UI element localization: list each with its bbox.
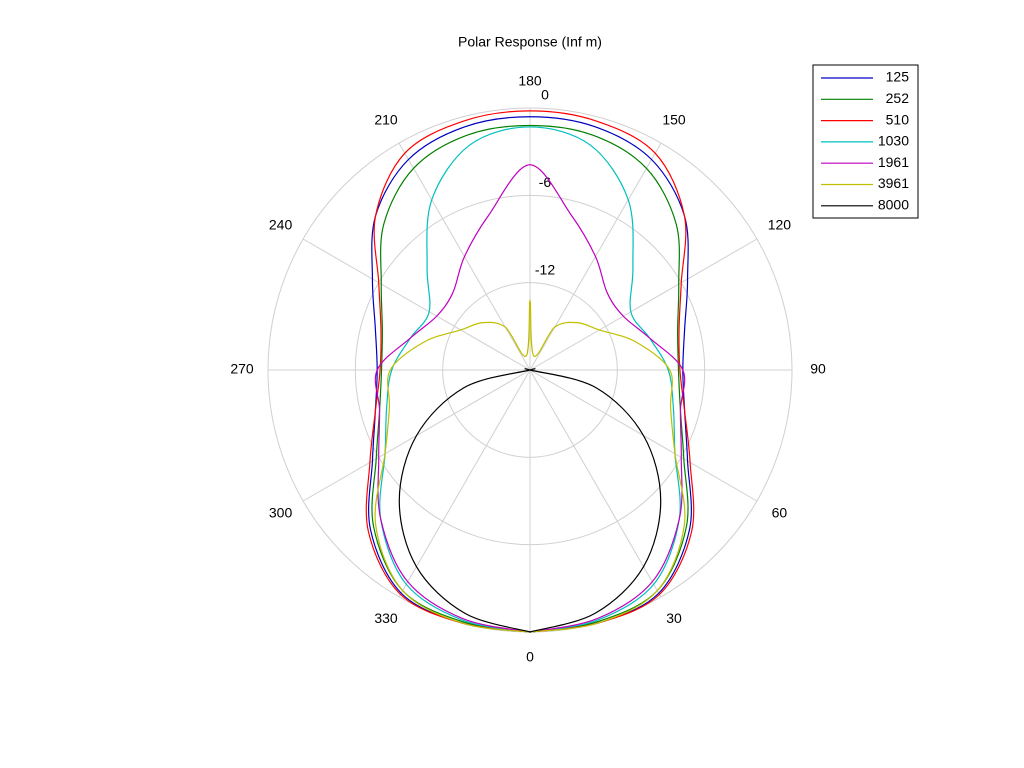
series-line (374, 299, 686, 633)
grid-spoke (398, 369, 531, 598)
theta-tick-label: 240 (269, 217, 293, 233)
theta-tick-label: 210 (374, 111, 398, 127)
grid-spoke (529, 238, 758, 371)
theta-tick-label: 300 (269, 505, 293, 521)
chart-title: Polar Response (Inf m) (458, 34, 602, 50)
theta-tick-label: 330 (374, 610, 398, 626)
r-tick-label: -12 (535, 261, 555, 277)
series-line (365, 110, 695, 633)
theta-tick-label: 60 (772, 505, 788, 521)
legend-label: 1030 (878, 133, 909, 149)
theta-tick-label: 270 (230, 361, 254, 377)
r-tick-label: -6 (539, 174, 552, 190)
grid-spoke (302, 238, 531, 371)
series-line (371, 124, 689, 633)
theta-tick-label: 180 (518, 73, 542, 89)
theta-tick-label: 0 (526, 649, 534, 665)
series-line (374, 164, 686, 633)
theta-tick-label: 90 (810, 361, 826, 377)
grid-spoke (529, 369, 662, 598)
legend-label: 125 (886, 69, 910, 85)
legend-label: 510 (886, 111, 910, 127)
legend-label: 3961 (878, 175, 909, 191)
theta-tick-label: 30 (666, 610, 682, 626)
series-line (398, 368, 662, 633)
legend-label: 252 (886, 90, 910, 106)
theta-tick-label: 150 (662, 111, 686, 127)
theta-tick-label: 120 (768, 217, 792, 233)
legend-label: 1961 (878, 154, 909, 170)
series-line (368, 116, 692, 633)
r-tick-label: 0 (541, 87, 549, 103)
legend-label: 8000 (878, 197, 909, 213)
